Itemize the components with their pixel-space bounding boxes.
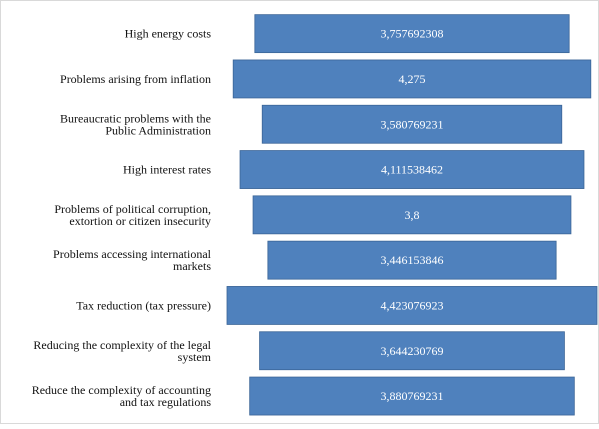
bar-1 <box>254 14 570 54</box>
category-label-9: Reduce the complexity of accounting and t… <box>32 383 212 409</box>
bar-9 <box>249 376 575 416</box>
category-label-line: Problems accessing international <box>53 247 212 261</box>
bar-3 <box>261 104 563 144</box>
category-label-3: Bureaucratic problems with the Public Adm… <box>60 111 211 137</box>
category-label-line: High energy costs <box>125 27 212 41</box>
bar-7 <box>226 286 598 325</box>
category-label-line: Reduce the complexity of accounting <box>32 383 211 397</box>
category-label-4: High interest rates <box>123 163 211 177</box>
value-label-6: 3,446153846 <box>381 253 444 267</box>
value-label-8: 3,644230769 <box>381 344 444 358</box>
category-label-line: system <box>178 350 212 364</box>
bar-6 <box>267 240 557 280</box>
value-label-2: 4,275 <box>399 72 426 86</box>
bar-5 <box>252 195 572 235</box>
bar-8 <box>259 331 565 371</box>
category-label-line: Tax reduction (tax pressure) <box>76 298 211 312</box>
category-label-7: Tax reduction (tax pressure) <box>76 298 211 312</box>
category-label-line: Reducing the complexity of the legal <box>33 338 211 352</box>
category-label-line: Bureaucratic problems with the <box>60 111 211 125</box>
category-label-6: Problems accessing international markets <box>53 247 212 273</box>
category-label-8: Reducing the complexity of the legal syst… <box>33 338 211 364</box>
value-label-1: 3,757692308 <box>381 27 444 41</box>
value-label-3: 3,580769231 <box>381 117 444 131</box>
value-label-7: 4,423076923 <box>381 298 444 312</box>
value-label-5: 3,8 <box>405 208 420 222</box>
category-label-line: High interest rates <box>123 163 211 177</box>
value-label-4: 4,111538462 <box>381 163 443 177</box>
category-label-line: Problems arising from inflation <box>60 72 211 86</box>
bar-2 <box>232 59 592 99</box>
value-label-9: 3,880769231 <box>381 389 444 403</box>
category-label-line: Problems of political corruption, <box>54 202 211 216</box>
category-label-line: extortion or citizen insecurity <box>69 214 211 228</box>
category-label-line: Public Administration <box>105 123 211 137</box>
category-label-line: and tax regulations <box>120 395 212 409</box>
category-label-5: Problems of political corruption, extorti… <box>54 202 211 228</box>
category-label-2: Problems arising from inflation <box>60 72 211 86</box>
category-label-1: High energy costs <box>125 27 212 41</box>
bar-4 <box>239 150 585 189</box>
category-label-line: markets <box>173 259 211 273</box>
